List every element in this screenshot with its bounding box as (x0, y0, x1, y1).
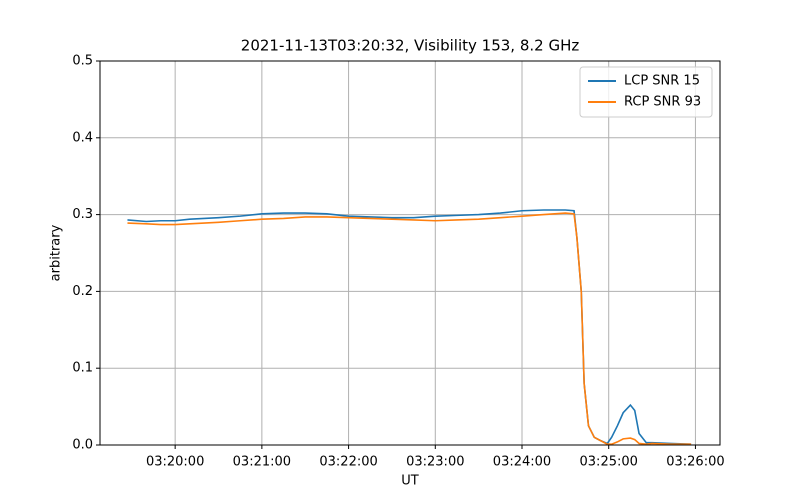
chart-title: 2021-11-13T03:20:32, Visibility 153, 8.2… (241, 37, 580, 55)
legend-label: LCP SNR 15 (624, 74, 700, 89)
y-tick-label: 0.2 (72, 284, 93, 299)
plot-frame (99, 60, 721, 446)
legend-box (579, 66, 713, 118)
x-tick-label: 03:22:00 (319, 455, 377, 470)
y-axis-label: arbitrary (49, 224, 64, 281)
x-axis-label: UT (401, 474, 419, 489)
x-tick-label: 03:25:00 (580, 455, 638, 470)
x-tick-label: 03:21:00 (233, 455, 291, 470)
x-tick-label: 03:26:00 (666, 455, 724, 470)
legend: LCP SNR 15 RCP SNR 93 (579, 66, 713, 118)
data-line (127, 209, 692, 446)
y-tick-label: 0.3 (72, 207, 93, 222)
y-tick-label: 0.1 (72, 361, 93, 376)
legend-label: RCP SNR 93 (624, 95, 701, 110)
x-tick-label: 03:23:00 (406, 455, 464, 470)
x-tick-label: 03:24:00 (493, 455, 551, 470)
x-tick-label: 03:20:00 (146, 455, 204, 470)
y-tick-label: 0.5 (72, 54, 93, 69)
data-line (127, 212, 692, 446)
y-tick-label: 0.0 (72, 438, 93, 453)
y-tick-label: 0.4 (72, 130, 93, 145)
